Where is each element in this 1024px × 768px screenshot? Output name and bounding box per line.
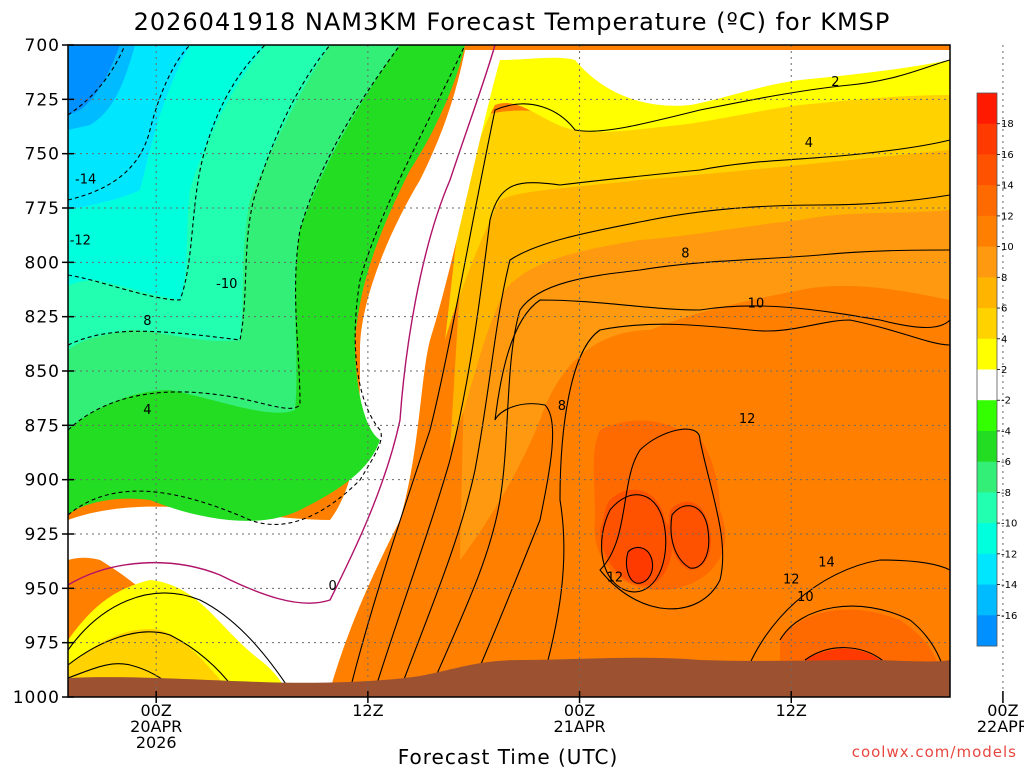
y-tick-label: 1000 — [13, 688, 60, 708]
plot-area — [67, 44, 1004, 698]
colorbar-bin — [977, 185, 997, 217]
contour-label: -10 — [216, 277, 237, 292]
colorbar-bin — [977, 523, 997, 555]
colorbar-label: -14 — [1001, 580, 1017, 591]
colorbar-bin — [977, 215, 997, 248]
colorbar-bin — [977, 93, 997, 125]
contour-lines — [67, 44, 951, 691]
colorbar-bin — [977, 123, 997, 155]
colorbar-label: 16 — [1001, 150, 1014, 161]
colorbar-label: 14 — [1001, 181, 1014, 192]
y-tick-label: 750 — [25, 145, 60, 165]
colorbar-bin — [977, 584, 997, 616]
y-tick-label: 900 — [25, 471, 60, 491]
contour-label: 12 — [607, 570, 624, 585]
colorbar-bin — [977, 553, 997, 586]
y-tick-label: 875 — [25, 416, 60, 436]
y-tick-label: 975 — [25, 634, 60, 654]
x-tick-label: 12Z — [352, 701, 383, 720]
colorbar-bin — [977, 246, 997, 278]
colorbar-label: 12 — [1001, 211, 1014, 222]
colorbar-bin — [977, 369, 997, 401]
contour-labels: -14 -12 -10 8 4 0 2 4 8 10 8 12 12 14 12 10 — [70, 75, 840, 605]
x-axis-title: Forecast Time (UTC) — [398, 745, 619, 768]
x-tick-label: 20APR — [130, 717, 182, 736]
colorbar-bin — [977, 400, 997, 432]
x-tick-label: 00Z — [987, 701, 1018, 720]
colorbar-label: 18 — [1001, 119, 1014, 130]
y-tick-label: 925 — [25, 525, 60, 545]
colorbar-label: -2 — [1001, 396, 1011, 407]
credit-link[interactable]: coolwx.com/models — [852, 743, 1017, 761]
colorbar-label: 4 — [1001, 334, 1007, 345]
colorbar-label: 2 — [1001, 365, 1007, 376]
contour-label: 10 — [797, 590, 814, 605]
contour-label: 2 — [831, 75, 839, 90]
contour-label: 10 — [748, 297, 765, 312]
y-tick-label: 775 — [25, 199, 60, 219]
contour-label: -14 — [75, 173, 96, 188]
x-tick-label: 22APR — [977, 717, 1024, 736]
contour-label: 8 — [143, 314, 151, 329]
grid-lines — [68, 45, 1004, 697]
chart-title: 2026041918 NAM3KM Forecast Temperature (… — [134, 8, 891, 36]
contour-label: 0 — [328, 579, 336, 594]
x-tick-label: 21APR — [554, 717, 606, 736]
colorbar-label: -10 — [1001, 519, 1017, 530]
y-tick-label: 725 — [25, 90, 60, 110]
colorbar-bin — [977, 430, 997, 463]
contour-label: 8 — [681, 247, 689, 262]
x-tick-label: 00Z — [141, 701, 172, 720]
contour-label: -12 — [70, 234, 91, 249]
colorbar: 18 16 14 12 10 8 6 4 2 -2 -4 -6 -8 -10 -12 -14 -16 — [976, 92, 1017, 647]
temperature-field — [68, 45, 950, 697]
colorbar-label: -12 — [1001, 549, 1017, 560]
colorbar-label: 10 — [1001, 242, 1014, 253]
x-tick-label: 00Z — [564, 701, 595, 720]
colorbar-label: -8 — [1001, 488, 1011, 499]
y-tick-label: 800 — [25, 253, 60, 273]
colorbar-bin — [977, 338, 997, 370]
colorbar-label: -16 — [1001, 611, 1017, 622]
y-tick-label: 700 — [25, 36, 60, 56]
colorbar-bin — [977, 461, 997, 493]
y-tick-label: 825 — [25, 308, 60, 328]
contour-label: 8 — [558, 399, 566, 414]
colorbar-bin — [977, 277, 997, 309]
colorbar-label: -4 — [1001, 426, 1011, 437]
contour-label: 4 — [805, 136, 813, 151]
colorbar-bin — [977, 154, 997, 186]
colorbar-label: -6 — [1001, 457, 1011, 468]
colorbar-label: 8 — [1001, 273, 1007, 284]
terrain-ground — [68, 657, 950, 697]
contour-label: 4 — [143, 403, 151, 418]
colorbar-bin — [977, 308, 997, 340]
x-tick-label: 2026 — [136, 733, 177, 752]
y-axis: 700 725 750 775 800 825 850 875 900 925 950 975 1000 — [13, 36, 74, 708]
colorbar-bin — [977, 615, 997, 647]
y-tick-label: 850 — [25, 362, 60, 382]
x-tick-label: 12Z — [776, 701, 807, 720]
contour-label: 12 — [739, 412, 756, 427]
colorbar-bin — [977, 492, 997, 524]
contour-label: 14 — [818, 555, 835, 570]
contour-label: 12 — [783, 573, 800, 588]
colorbar-label: 6 — [1001, 304, 1007, 315]
y-tick-label: 950 — [25, 579, 60, 599]
